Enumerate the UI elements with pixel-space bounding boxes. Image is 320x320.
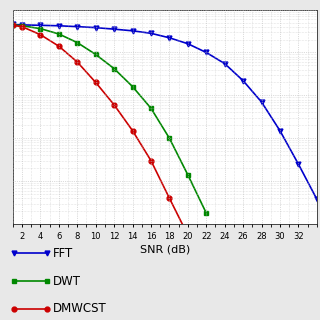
Line: FFT: FFT xyxy=(10,22,319,202)
DMWCST xyxy=(112,103,116,107)
X-axis label: SNR (dB): SNR (dB) xyxy=(140,245,190,255)
FFT xyxy=(223,62,227,66)
FFT xyxy=(149,31,153,35)
DWT xyxy=(11,23,15,27)
DWT xyxy=(94,52,98,56)
Text: DWT: DWT xyxy=(52,275,81,288)
DMWCST xyxy=(38,33,42,36)
DWT xyxy=(167,136,171,140)
FFT xyxy=(76,25,79,28)
FFT xyxy=(278,129,282,132)
DMWCST xyxy=(186,233,190,237)
FFT xyxy=(260,100,263,104)
FFT xyxy=(94,26,98,29)
Text: FFT: FFT xyxy=(52,247,73,260)
DWT xyxy=(112,67,116,70)
DWT xyxy=(57,32,61,36)
DWT xyxy=(131,85,134,89)
DMWCST xyxy=(57,44,61,48)
FFT xyxy=(131,29,134,33)
FFT xyxy=(20,23,24,27)
FFT xyxy=(112,27,116,31)
DWT xyxy=(149,106,153,110)
FFT xyxy=(186,42,190,46)
Line: DWT: DWT xyxy=(10,22,209,215)
FFT xyxy=(315,197,319,201)
FFT xyxy=(204,51,208,54)
DMWCST xyxy=(11,23,15,27)
FFT xyxy=(296,162,300,166)
FFT xyxy=(11,22,15,26)
DMWCST xyxy=(94,81,98,84)
FFT xyxy=(241,79,245,83)
FFT xyxy=(167,36,171,40)
DMWCST xyxy=(131,129,134,132)
DMWCST xyxy=(149,159,153,163)
DWT xyxy=(76,41,79,44)
FFT xyxy=(57,24,61,28)
DWT xyxy=(204,211,208,215)
DMWCST xyxy=(76,60,79,64)
Line: DMWCST: DMWCST xyxy=(10,23,190,237)
DWT xyxy=(38,27,42,30)
DMWCST xyxy=(167,196,171,200)
DWT xyxy=(20,24,24,28)
FFT xyxy=(38,23,42,27)
DWT xyxy=(186,173,190,177)
DMWCST xyxy=(20,25,24,28)
Text: DMWCST: DMWCST xyxy=(52,302,106,316)
